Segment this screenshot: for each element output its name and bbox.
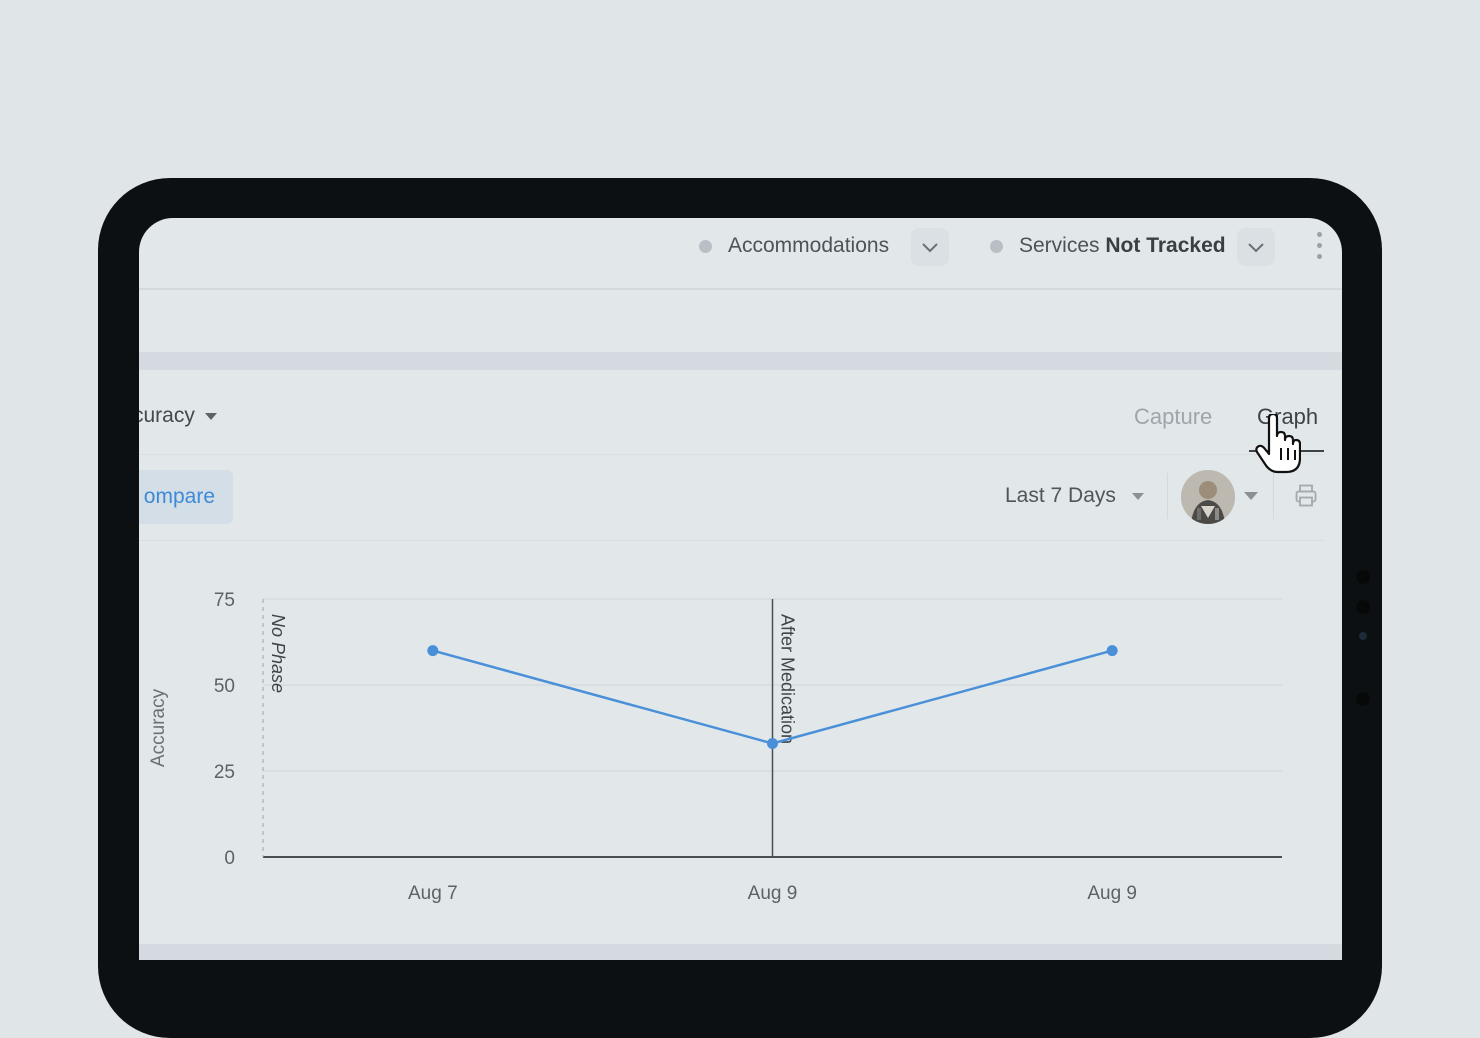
y-axis-label: Accuracy <box>148 688 169 767</box>
services-label: Services <box>1019 234 1100 257</box>
status-dot <box>699 239 712 253</box>
avatar[interactable] <box>1181 470 1235 524</box>
section-divider <box>139 352 1342 370</box>
accommodations-status[interactable]: Accommodations <box>699 234 889 258</box>
services-status[interactable]: Services Not Tracked <box>990 234 1226 258</box>
hand-pointer-cursor-icon <box>1255 414 1301 474</box>
accuracy-line-chart: 75 50 25 0 Aug 7 Aug 9 Aug 9 No Phase After Me… <box>148 590 1282 904</box>
camera-dot <box>1356 692 1370 706</box>
x-tick-label: Aug 9 <box>1087 883 1137 904</box>
divider <box>1167 473 1168 519</box>
data-point <box>767 737 778 749</box>
top-bar: Accommodations Services Not Tracked <box>139 218 1342 290</box>
y-tick-label: 50 <box>214 676 235 697</box>
print-icon[interactable] <box>1295 484 1317 508</box>
chevron-down-icon <box>1248 243 1264 253</box>
camera-dot <box>1356 600 1370 614</box>
metric-selector[interactable]: curacy <box>139 404 217 428</box>
avatar-image <box>1181 470 1235 524</box>
tab-graph[interactable]: Graph <box>1257 404 1319 429</box>
phase-label: No Phase <box>268 614 288 693</box>
y-tick-label: 75 <box>214 590 235 611</box>
y-tick-label: 25 <box>214 762 235 783</box>
accommodations-label: Accommodations <box>728 234 890 257</box>
divider <box>1273 473 1274 519</box>
x-tick-label: Aug 7 <box>408 883 458 904</box>
divider <box>139 540 1324 541</box>
caret-down-icon <box>204 412 217 420</box>
caret-down-icon <box>1131 492 1144 500</box>
date-range-select[interactable]: Last 7 Days <box>1005 484 1144 508</box>
tab-capture[interactable]: Capture <box>1134 404 1213 429</box>
divider <box>139 454 1324 455</box>
metric-label: curacy <box>139 404 195 427</box>
status-dot <box>990 239 1003 253</box>
x-tick-label: Aug 9 <box>748 883 798 904</box>
phase-label: After Medication <box>778 614 798 744</box>
camera-dot <box>1356 570 1370 584</box>
date-range-label: Last 7 Days <box>1005 484 1116 507</box>
y-tick-label: 0 <box>224 848 235 869</box>
section-divider <box>139 944 1342 960</box>
caret-down-icon[interactable] <box>1244 492 1258 500</box>
chevron-down-icon <box>922 243 938 253</box>
services-dropdown-button[interactable] <box>1237 228 1275 266</box>
compare-button[interactable]: ompare <box>139 470 233 524</box>
data-point <box>1106 645 1118 657</box>
data-point <box>427 645 439 657</box>
camera-dot <box>1359 632 1367 640</box>
accommodations-dropdown-button[interactable] <box>911 228 949 266</box>
more-vertical-icon[interactable] <box>1313 232 1325 262</box>
app-screen: Accommodations Services Not Tracked cura… <box>139 218 1342 960</box>
services-status-value: Not Tracked <box>1105 234 1226 257</box>
